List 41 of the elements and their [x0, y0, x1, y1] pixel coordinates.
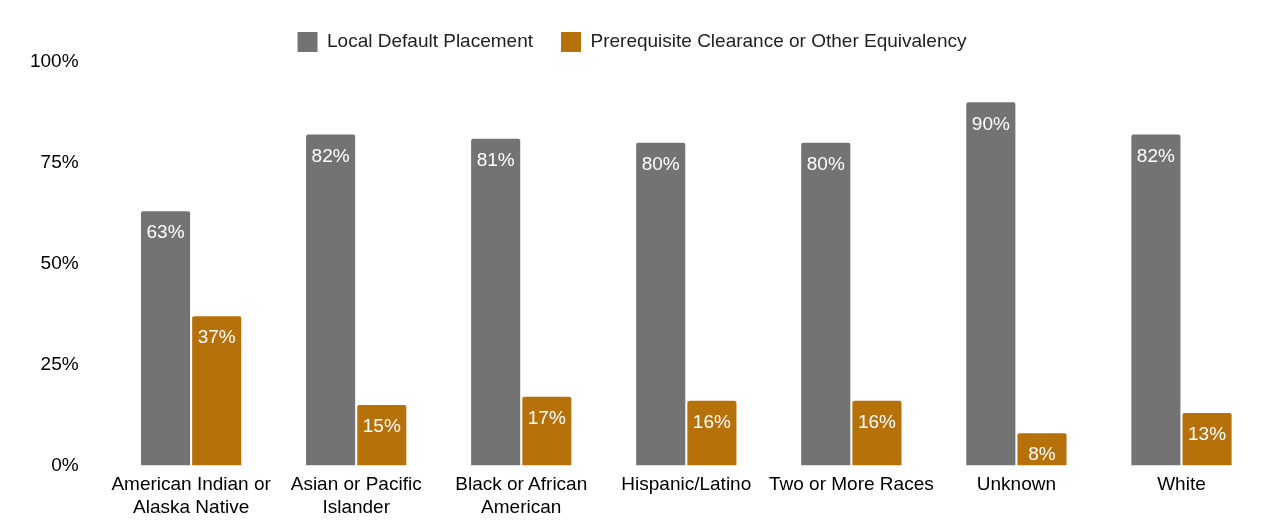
bar — [1182, 412, 1232, 466]
y-tick-label: 25% — [40, 352, 79, 374]
data-label: 16% — [692, 411, 731, 433]
y-tick-label: 0% — [51, 453, 79, 475]
bar — [522, 396, 572, 466]
bar — [966, 102, 1016, 466]
bar — [687, 400, 737, 466]
data-label: 63% — [146, 221, 185, 243]
data-label: 37% — [197, 326, 236, 348]
x-tick-label: White — [1157, 473, 1206, 495]
x-tick-label: Asian or Pacific Islander — [290, 473, 422, 517]
data-label: 90% — [971, 112, 1010, 134]
bar — [852, 400, 902, 466]
legend-label: Prerequisite Clearance or Other Equivalency — [590, 30, 967, 52]
bar — [357, 404, 407, 466]
bar — [306, 134, 356, 466]
legend-label: Local Default Placement — [327, 30, 534, 52]
data-label: 17% — [527, 407, 566, 429]
data-label: 8% — [1028, 443, 1056, 465]
bar — [1131, 134, 1181, 466]
bar — [801, 142, 851, 466]
data-label: 81% — [476, 148, 515, 170]
x-tick-label: American Indian or Alaska Native — [111, 473, 272, 517]
x-tick-label: Black or African American — [455, 473, 588, 517]
x-tick-label: Unknown — [976, 473, 1057, 495]
x-tick-label: Two or More Races — [768, 473, 934, 495]
data-label: 15% — [362, 415, 401, 437]
bar — [140, 211, 191, 466]
data-label: 82% — [1136, 144, 1176, 166]
data-label: 80% — [806, 152, 845, 174]
x-tick-label: Hispanic/Latino — [621, 473, 752, 495]
data-label: 16% — [857, 411, 897, 433]
data-label: 80% — [641, 152, 680, 174]
data-label: 13% — [1188, 423, 1227, 445]
y-tick-label: 100% — [29, 50, 79, 72]
y-tick-label: 75% — [40, 151, 79, 173]
bar — [192, 316, 242, 466]
bar — [636, 142, 686, 466]
bar — [471, 138, 521, 466]
data-label: 82% — [311, 144, 350, 166]
y-tick-label: 50% — [40, 251, 79, 273]
